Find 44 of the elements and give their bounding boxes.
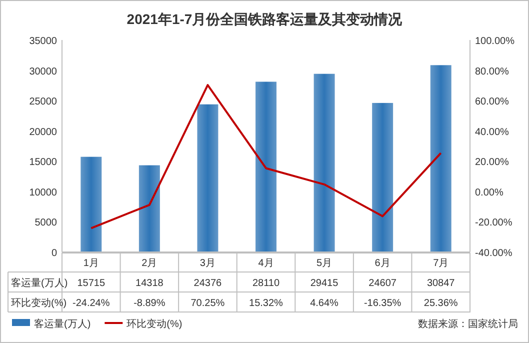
x-tick-label: 6月 [374,258,390,269]
data-label: -24.24% [72,298,110,309]
legend-label: 客运量(万人) [34,318,91,330]
text: 环比变动(%) [11,298,67,309]
x-tick-label: 3月 [200,258,216,269]
y2-tick-label: 0.00% [475,187,504,198]
chart-title: 2021年1-7月份全国铁路客运量及其变动情况 [126,11,404,27]
data-label: 29415 [310,278,339,289]
y-tick-label: 15000 [29,157,58,168]
y2-tick-label: -40.00% [475,248,512,259]
data-label: 24376 [194,278,222,289]
data-label: 28110 [252,278,280,289]
legend-label: 环比变动(%) [126,318,182,330]
y-tick-label: 25000 [29,96,58,108]
y-tick-label: 35000 [29,36,58,47]
text: 客运量(万人) [11,278,68,289]
data-label: 25.36% [424,298,458,309]
data-label: 15715 [77,278,106,289]
y-tick-label: 20000 [29,126,58,138]
data-label: 15.32% [249,298,284,309]
x-tick-label: 5月 [316,258,332,269]
y2-tick-label: 40.00% [475,126,510,138]
data-label: -8.89% [134,298,166,309]
data-label: 24607 [368,278,397,289]
y2-tick-label: -20.00% [475,218,512,229]
data-label: 70.25% [190,298,225,309]
x-tick-label: 1月 [83,258,99,269]
data-label: 14318 [136,278,164,289]
x-tick-label: 4月 [258,258,274,269]
line-series [90,84,442,230]
y-tick-label: 10000 [29,187,58,198]
y-tick-label: 5000 [34,218,58,229]
y2-tick-label: 20.00% [475,157,510,168]
y2-tick-label: 60.00% [475,96,510,108]
x-tick-label: 2月 [142,258,158,269]
data-label: -16.35% [364,298,402,309]
data-label: 30847 [426,278,456,289]
y2-tick-label: 80.00% [475,66,510,78]
y-tick-label: 30000 [29,66,58,78]
y2-tick-label: 100.00% [475,36,515,47]
source-note: 数据来源：国家统计局 [418,318,518,330]
data-label: 4.64% [310,298,339,309]
y-tick-label: 0 [51,248,58,259]
x-tick-label: 7月 [433,258,449,269]
